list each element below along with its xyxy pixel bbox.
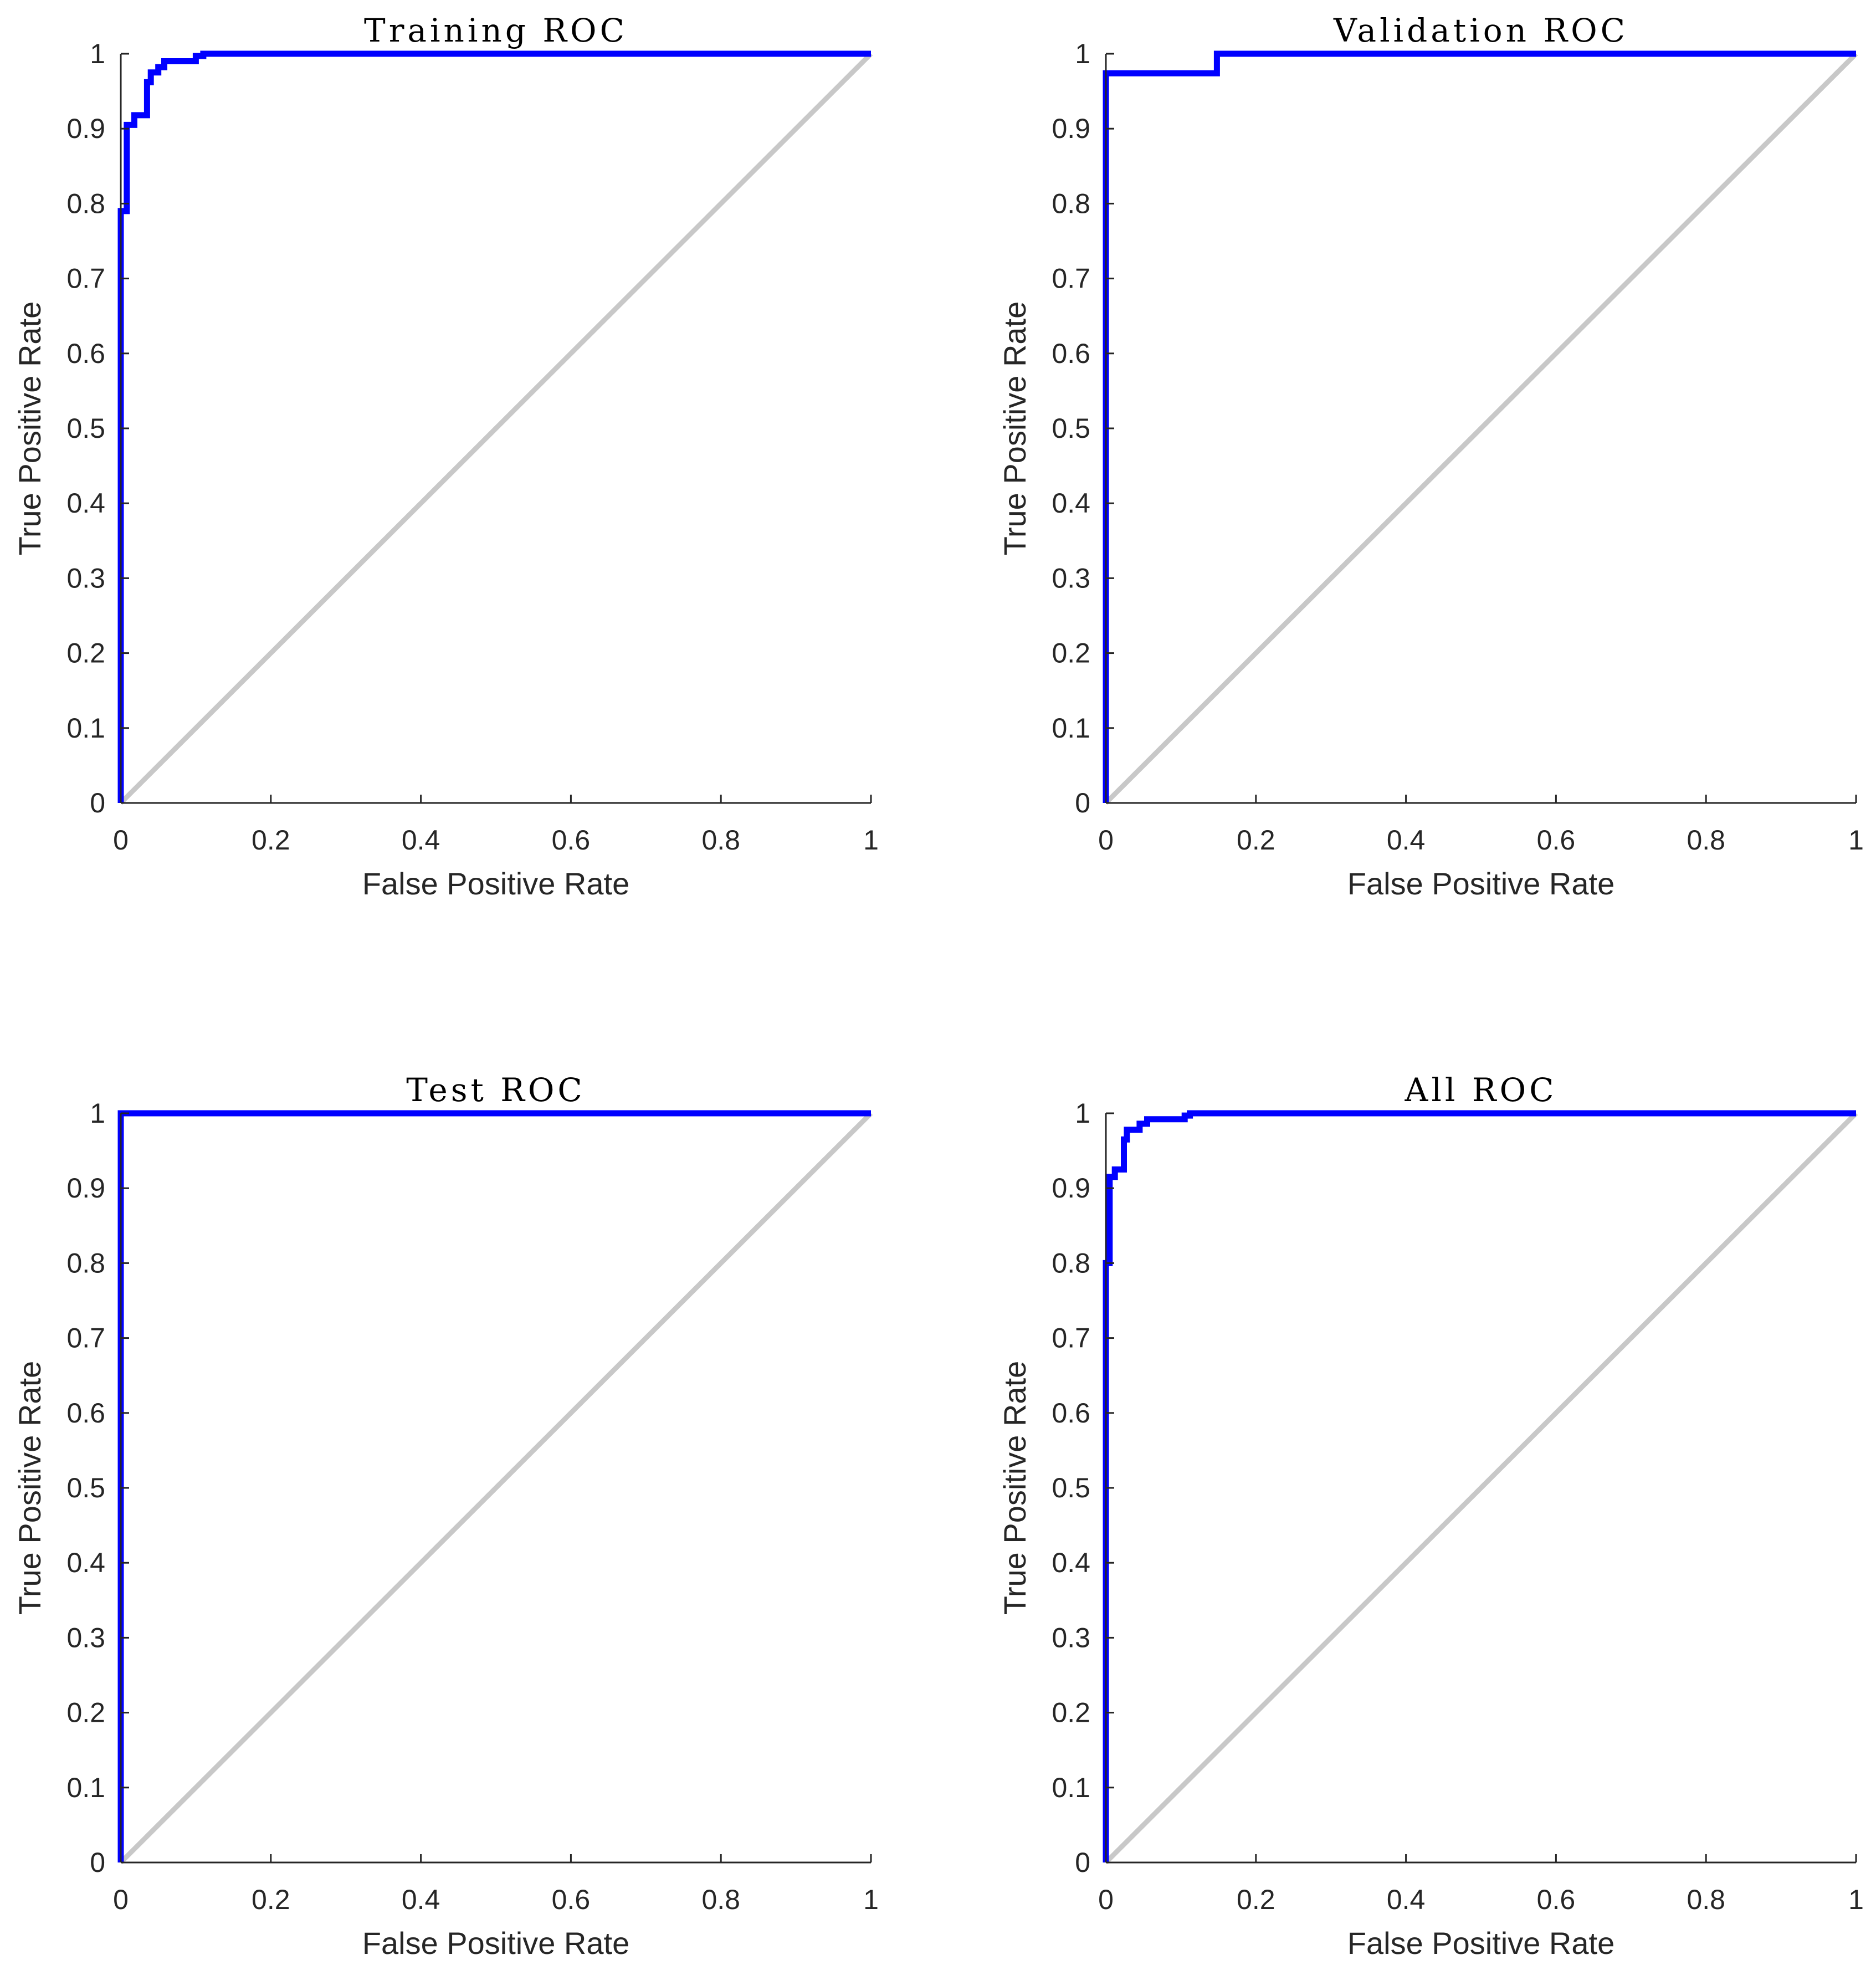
validation-y-tick-label: 0	[1075, 787, 1090, 818]
test-y-axis-label: True Positive Rate	[12, 1361, 47, 1615]
training-x-axis-label: False Positive Rate	[362, 866, 629, 901]
all-x-tick-label: 0.6	[1537, 1884, 1576, 1915]
training-roc-panel: 0 0.2 0.4 0.6 0.8 1 0 0.1 0.2 0.3 0.4 0.5 0.6 0.7 0.8 0…	[12, 12, 879, 901]
all-y-tick-label: 0.2	[1052, 1697, 1090, 1728]
training-x-tick-label: 0.4	[402, 825, 440, 856]
test-x-axis-label: False Positive Rate	[362, 1926, 629, 1961]
test-x-tick-label: 1	[863, 1884, 879, 1915]
test-y-tick-label: 0	[90, 1847, 105, 1878]
training-y-tick-label: 0.3	[66, 562, 105, 593]
validation-roc-panel: 0 0.2 0.4 0.6 0.8 1 0 0.1 0.2 0.3 0.4 0.5 0.6 0.7 0.8 0…	[997, 12, 1864, 901]
all-x-tick-label: 1	[1848, 1884, 1864, 1915]
training-x-tick-label: 0.6	[552, 825, 591, 856]
validation-x-tick-label: 0.8	[1687, 825, 1725, 856]
test-roc-panel: 0 0.2 0.4 0.6 0.8 1 0 0.1 0.2 0.3 0.4 0.5 0.6 0.7 0.8 0…	[12, 1071, 879, 1961]
all-x-tick-label: 0.2	[1237, 1884, 1275, 1915]
training-y-tick-label: 1	[90, 38, 105, 69]
validation-y-axis-label: True Positive Rate	[997, 301, 1032, 556]
all-y-tick-label: 0.6	[1052, 1398, 1090, 1429]
test-y-tick-label: 0.2	[66, 1697, 105, 1728]
validation-y-tick-label: 0.9	[1052, 113, 1090, 144]
validation-y-tick-label: 0.3	[1052, 562, 1090, 593]
training-y-tick-label: 0.9	[66, 113, 105, 144]
training-chance-line	[119, 52, 873, 805]
validation-y-tick-label: 0.1	[1052, 713, 1090, 744]
all-y-axis-label: True Positive Rate	[997, 1361, 1032, 1615]
validation-x-tick-label: 0	[1098, 825, 1114, 856]
test-y-tick-label: 0.5	[66, 1472, 105, 1503]
training-x-tick-label: 0	[113, 825, 129, 856]
all-x-tick-label: 0.8	[1687, 1884, 1725, 1915]
all-y-tick-label: 0.9	[1052, 1173, 1090, 1204]
validation-x-tick-label: 0.2	[1237, 825, 1275, 856]
validation-y-tick-label: 1	[1075, 38, 1090, 69]
test-y-tick-label: 0.7	[66, 1323, 105, 1354]
test-x-tick-label: 0.8	[701, 1884, 740, 1915]
all-roc-curve	[1103, 1110, 1856, 1862]
all-x-axis-label: False Positive Rate	[1347, 1926, 1614, 1961]
validation-x-tick-label: 0.6	[1537, 825, 1576, 856]
validation-chance-line	[1104, 52, 1858, 805]
training-x-tick-label: 1	[863, 825, 879, 856]
all-y-tick-label: 0.8	[1052, 1247, 1090, 1278]
validation-y-tick-label: 0.8	[1052, 188, 1090, 219]
validation-y-tick-label: 0.2	[1052, 638, 1090, 669]
training-y-tick-label: 0.5	[66, 413, 105, 444]
test-chart-title: Test ROC	[406, 1071, 586, 1109]
all-x-tick-label: 0	[1098, 1884, 1114, 1915]
training-y-axis-label: True Positive Rate	[12, 301, 47, 556]
validation-chart-title: Validation ROC	[1333, 12, 1628, 49]
test-y-tick-label: 0.8	[66, 1247, 105, 1278]
training-y-tick-label: 0.6	[66, 338, 105, 369]
training-roc-curve	[117, 50, 871, 803]
test-chance-line	[119, 1111, 873, 1865]
training-chart-title: Training ROC	[364, 12, 628, 49]
test-y-tick-label: 0.1	[66, 1772, 105, 1803]
training-x-tick-label: 0.8	[701, 825, 740, 856]
training-y-tick-label: 0.8	[66, 188, 105, 219]
all-chart-title: All ROC	[1404, 1071, 1557, 1109]
test-y-tick-label: 0.3	[66, 1622, 105, 1653]
training-y-tick-label: 0.4	[66, 488, 105, 519]
test-y-tick-label: 0.9	[66, 1173, 105, 1204]
all-y-tick-label: 0.7	[1052, 1323, 1090, 1354]
validation-y-tick-label: 0.4	[1052, 488, 1090, 519]
test-y-tick-label: 0.4	[66, 1547, 105, 1578]
training-y-tick-label: 0.1	[66, 713, 105, 744]
all-y-tick-label: 0	[1075, 1847, 1090, 1878]
validation-y-tick-label: 0.6	[1052, 338, 1090, 369]
all-y-tick-label: 0.1	[1052, 1772, 1090, 1803]
test-y-tick-label: 0.6	[66, 1398, 105, 1429]
test-x-tick-label: 0.4	[402, 1884, 440, 1915]
validation-x-tick-label: 0.4	[1387, 825, 1426, 856]
validation-y-tick-label: 0.7	[1052, 263, 1090, 294]
test-x-tick-label: 0.6	[552, 1884, 591, 1915]
training-y-tick-label: 0.2	[66, 638, 105, 669]
validation-x-tick-label: 1	[1848, 825, 1864, 856]
all-chance-line	[1104, 1111, 1858, 1865]
all-y-tick-label: 0.4	[1052, 1547, 1090, 1578]
all-roc-panel: 0 0.2 0.4 0.6 0.8 1 0 0.1 0.2 0.3 0.4 0.5 0.6 0.7 0.8 0…	[997, 1071, 1864, 1961]
all-y-tick-label: 0.5	[1052, 1472, 1090, 1503]
test-x-tick-label: 0	[113, 1884, 129, 1915]
validation-x-axis-label: False Positive Rate	[1347, 866, 1614, 901]
test-x-tick-label: 0.2	[252, 1884, 290, 1915]
all-x-tick-label: 0.4	[1387, 1884, 1426, 1915]
all-y-tick-label: 1	[1075, 1098, 1090, 1129]
training-x-tick-label: 0.2	[252, 825, 290, 856]
test-y-tick-label: 1	[90, 1098, 105, 1129]
training-y-tick-label: 0	[90, 787, 105, 818]
training-y-tick-label: 0.7	[66, 263, 105, 294]
validation-y-tick-label: 0.5	[1052, 413, 1090, 444]
all-y-tick-label: 0.3	[1052, 1622, 1090, 1653]
